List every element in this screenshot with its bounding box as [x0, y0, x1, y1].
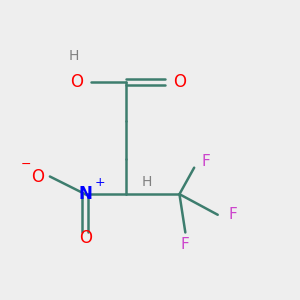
Text: F: F [181, 237, 190, 252]
Text: −: − [21, 158, 32, 171]
Text: O: O [32, 167, 45, 185]
Text: H: H [68, 49, 79, 63]
Text: H: H [142, 176, 152, 189]
Text: O: O [79, 229, 92, 247]
Text: +: + [94, 176, 105, 189]
Text: N: N [78, 185, 92, 203]
Text: O: O [70, 73, 83, 91]
Text: O: O [173, 73, 186, 91]
Text: F: F [202, 154, 210, 169]
Text: F: F [228, 207, 237, 222]
